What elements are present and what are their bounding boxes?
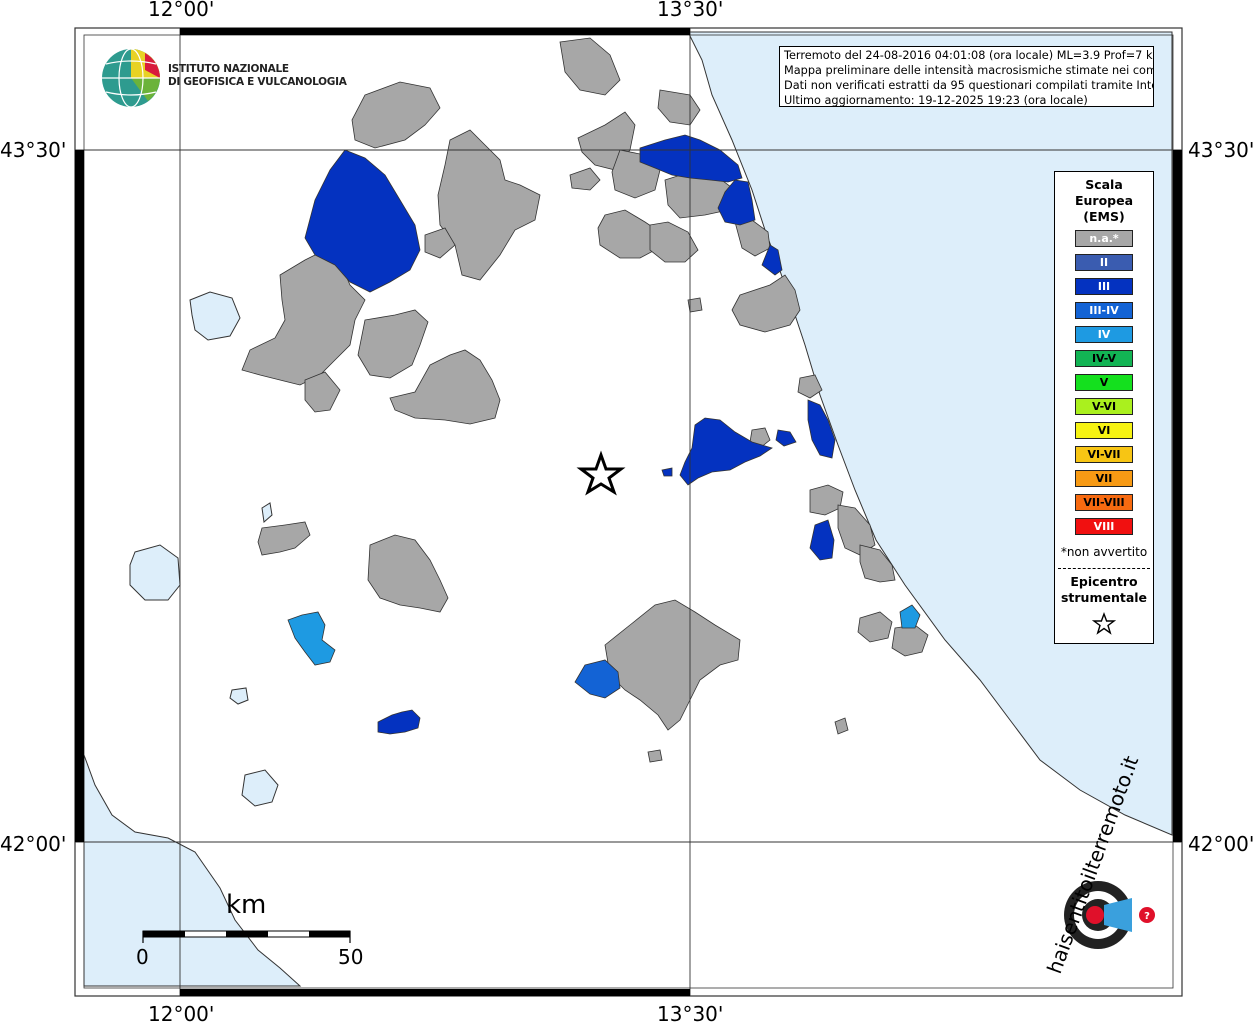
legend-star-icon	[1092, 612, 1116, 635]
legend-swatch-12: VIII	[1075, 518, 1133, 535]
event-info-box: Terremoto del 24-08-2016 04:01:08 (ora l…	[779, 46, 1154, 107]
legend-swatch-11: VII-VIII	[1075, 494, 1133, 511]
lake-vico	[229, 687, 249, 705]
legend-swatch-8: VI	[1075, 422, 1133, 439]
lat-label-left-top: 43°30'	[0, 138, 67, 162]
municipalities-not-available	[241, 37, 929, 763]
legend-swatch-2: III	[1075, 278, 1133, 295]
adriatic-sea	[687, 31, 1173, 836]
lake-bracciano	[241, 769, 279, 807]
legend-title-line1: Scala	[1085, 177, 1123, 192]
legend-title: Scala Europea (EMS)	[1055, 177, 1153, 225]
tyrrhenian-sea	[83, 754, 302, 987]
info-line-1: Terremoto del 24-08-2016 04:01:08 (ora l…	[784, 49, 1154, 62]
legend-swatch-0: n.a.*	[1075, 230, 1133, 247]
lake-trasimeno	[189, 291, 241, 341]
legend-swatch-1: II	[1075, 254, 1133, 271]
lon-label-top-right: 13°30'	[657, 0, 724, 21]
legend-title-line3: (EMS)	[1083, 209, 1125, 224]
scale-unit-label: km	[226, 890, 267, 920]
legend-swatch-5: IV-V	[1075, 350, 1133, 367]
lon-label-bottom-left: 12°00'	[148, 1002, 215, 1026]
ingv-logo-globe	[102, 48, 160, 108]
lat-label-left-bottom: 42°00'	[0, 832, 67, 856]
scale-end-label: 50	[338, 945, 364, 969]
info-line-2: Mappa preliminare delle intensità macros…	[784, 64, 1154, 77]
municipality-intensity-iii-iv	[574, 659, 621, 699]
info-line-3: Dati non verificati estratti da 95 quest…	[784, 79, 1154, 92]
lat-label-right-top: 43°30'	[1188, 138, 1255, 162]
legend-swatch-3: III-IV	[1075, 302, 1133, 319]
legend-epicenter-line2: strumentale	[1060, 590, 1148, 605]
legend-swatch-4: IV	[1075, 326, 1133, 343]
lat-label-right-bottom: 42°00'	[1188, 832, 1255, 856]
ingv-line2: DI GEOFISICA E VULCANOLOGIA	[168, 76, 347, 88]
legend-epicenter-label: Epicentro strumentale	[1055, 574, 1153, 606]
municipalities-intensity-iii	[304, 134, 836, 735]
map-frame	[74, 27, 1183, 997]
legend-separator	[1058, 568, 1150, 569]
scale-start-label: 0	[136, 945, 149, 969]
municipalities-intensity-iv	[287, 604, 921, 666]
graticule	[75, 28, 1182, 996]
legend-title-line2: Europea	[1074, 193, 1134, 208]
svg-text:?: ?	[1144, 911, 1150, 922]
lon-label-top-left: 12°00'	[148, 0, 215, 21]
ems-legend: Scala Europea (EMS) n.a.* II III III-IV IV IV…	[1054, 171, 1154, 644]
lake-small-north	[261, 502, 273, 523]
legend-swatch-9: VI-VII	[1075, 446, 1133, 463]
scale-bar	[142, 930, 351, 943]
legend-note: *non avvertito	[1060, 545, 1148, 559]
ingv-logo-text: ISTITUTO NAZIONALE DI GEOFISICA E VULCAN…	[168, 63, 347, 89]
legend-swatch-10: VII	[1075, 470, 1133, 487]
lake-bolsena	[129, 544, 181, 601]
lon-label-bottom-right: 13°30'	[657, 1002, 724, 1026]
legend-swatch-6: V	[1075, 374, 1133, 391]
legend-swatch-7: V-VI	[1075, 398, 1133, 415]
info-line-4: Ultimo aggiornamento: 19-12-2025 19:23 (…	[784, 94, 1088, 107]
ingv-line1: ISTITUTO NAZIONALE	[168, 63, 289, 75]
legend-epicenter-line1: Epicentro	[1070, 574, 1138, 589]
epicenter-star	[576, 450, 626, 496]
